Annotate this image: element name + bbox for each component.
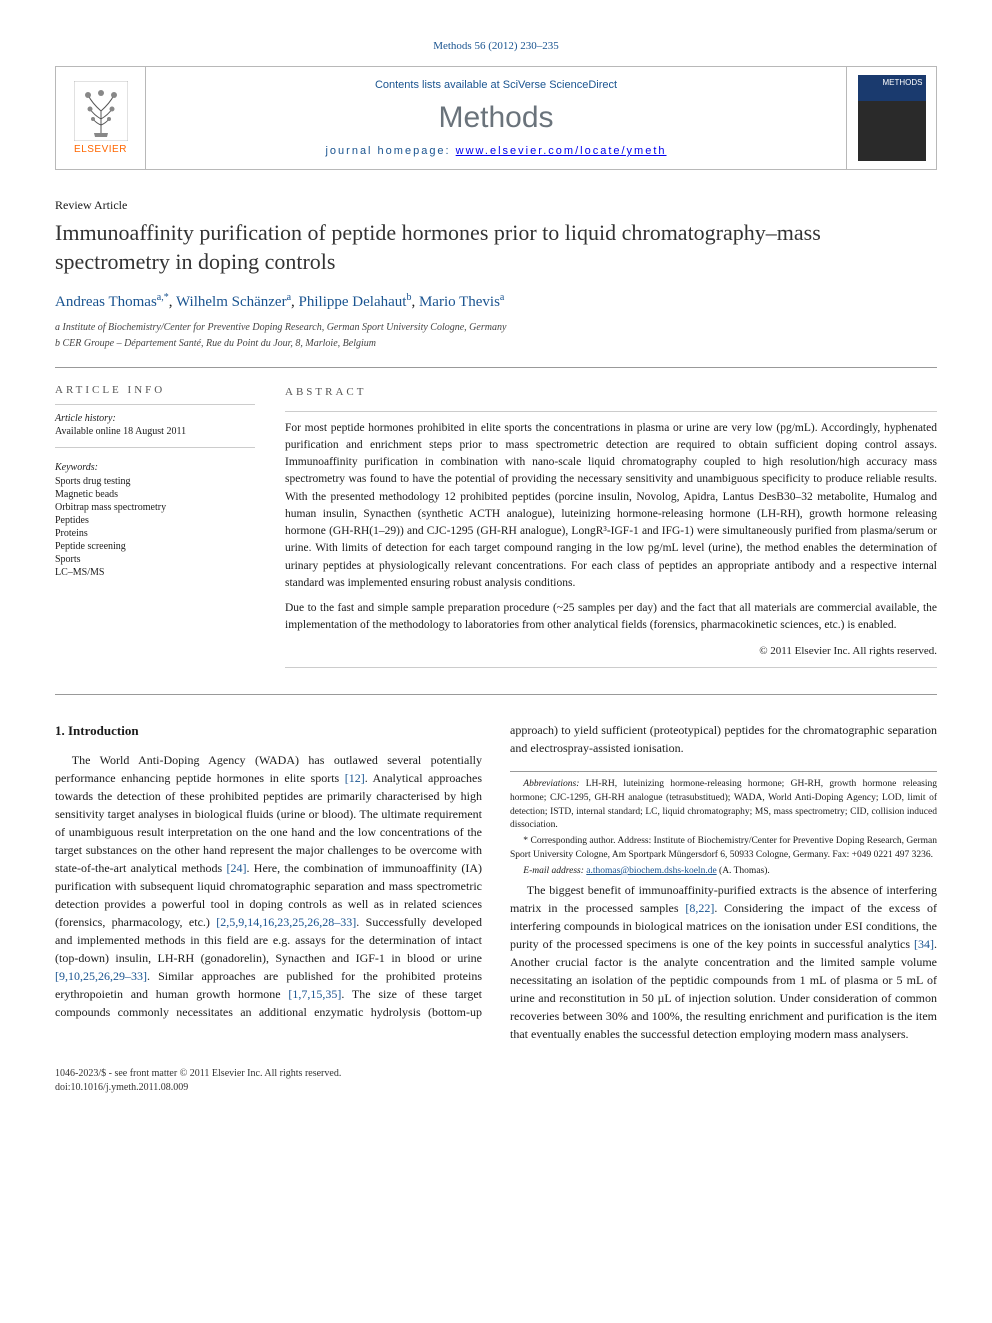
abstract-paragraph: Due to the fast and simple sample prepar… <box>285 600 937 635</box>
keyword: Magnetic beads <box>55 489 255 500</box>
corresponding-email-link[interactable]: a.thomas@biochem.dshs-koeln.de <box>586 866 716 876</box>
divider <box>55 447 255 448</box>
contents-prefix: Contents lists available at <box>375 79 503 91</box>
sciencedirect-link[interactable]: SciVerse ScienceDirect <box>503 79 617 91</box>
publisher-header: ELSEVIER Contents lists available at Sci… <box>55 66 937 170</box>
footnotes: Abbreviations: LH-RH, luteinizing hormon… <box>510 771 937 878</box>
abstract-heading: abstract <box>285 384 937 401</box>
affiliation-b: b CER Groupe – Département Santé, Rue du… <box>55 337 937 351</box>
citation-ref[interactable]: [34] <box>914 937 934 951</box>
keyword: LC–MS/MS <box>55 567 255 578</box>
email-who: (A. Thomas). <box>717 866 770 876</box>
cover-title: METHODS <box>861 78 923 87</box>
email-footnote: E-mail address: a.thomas@biochem.dshs-ko… <box>510 865 937 879</box>
citation-ref[interactable]: [8,22] <box>685 901 714 915</box>
author-affil-sup: a <box>500 292 504 303</box>
author-affil-sup: b <box>406 292 411 303</box>
article-type: Review Article <box>55 198 937 213</box>
front-matter-line: 1046-2023/$ - see front matter © 2011 El… <box>55 1067 937 1081</box>
article-title: Immunoaffinity purification of peptide h… <box>55 219 937 276</box>
divider <box>55 694 937 695</box>
author-link[interactable]: Philippe Delahaut <box>299 294 407 310</box>
author-link[interactable]: Wilhelm Schänzer <box>176 294 287 310</box>
keyword: Peptide screening <box>55 541 255 552</box>
publisher-mid: Contents lists available at SciVerse Sci… <box>146 67 846 169</box>
affiliation-a: a Institute of Biochemistry/Center for P… <box>55 321 937 335</box>
divider <box>285 411 937 412</box>
journal-name: Methods <box>154 101 838 135</box>
journal-homepage-link[interactable]: www.elsevier.com/locate/ymeth <box>456 145 667 157</box>
citation-ref[interactable]: [24] <box>227 861 247 875</box>
journal-cover-thumb: METHODS <box>858 75 926 161</box>
corresponding-author-footnote: * Corresponding author. Address: Institu… <box>510 835 937 863</box>
article-info-col: article info Article history: Available … <box>55 384 255 668</box>
abbrev-label: Abbreviations: <box>523 779 579 789</box>
keyword: Sports <box>55 554 255 565</box>
citation-ref[interactable]: [1,7,15,35] <box>288 987 341 1001</box>
keyword: Orbitrap mass spectrometry <box>55 502 255 513</box>
history-heading: Article history: <box>55 413 255 424</box>
keyword: Peptides <box>55 515 255 526</box>
publisher-logo-cell: ELSEVIER <box>56 67 146 169</box>
keywords-heading: Keywords: <box>55 462 255 473</box>
section-number: 1. <box>55 723 65 738</box>
elsevier-logo: ELSEVIER <box>66 78 136 158</box>
elsevier-tree-icon <box>74 81 128 141</box>
cover-cell: METHODS <box>846 67 936 169</box>
citation-ref[interactable]: [12] <box>345 771 365 785</box>
body-paragraph: The biggest benefit of immunoaffinity-pu… <box>510 881 937 1043</box>
copyright-line: © 2011 Elsevier Inc. All rights reserved… <box>285 643 937 660</box>
section-heading: 1. Introduction <box>55 721 482 741</box>
elsevier-wordmark: ELSEVIER <box>74 144 127 155</box>
author-link[interactable]: Mario Thevis <box>419 294 500 310</box>
body-text: . Another crucial factor is the analyte … <box>510 937 937 1041</box>
divider <box>285 667 937 668</box>
email-label: E-mail address: <box>523 866 584 876</box>
keyword: Sports drug testing <box>55 476 255 487</box>
author-link[interactable]: Andreas Thomas <box>55 294 157 310</box>
article-info-heading: article info <box>55 384 255 396</box>
citation-ref[interactable]: [2,5,9,14,16,23,25,26,28–33] <box>216 915 356 929</box>
body-text: . Analytical approaches towards the dete… <box>55 771 482 875</box>
citation-line: Methods 56 (2012) 230–235 <box>55 40 937 52</box>
info-abstract-row: article info Article history: Available … <box>55 384 937 668</box>
abbreviations-footnote: Abbreviations: LH-RH, luteinizing hormon… <box>510 778 937 833</box>
citation-ref[interactable]: [9,10,25,26,29–33] <box>55 969 147 983</box>
keyword: Proteins <box>55 528 255 539</box>
contents-available-line: Contents lists available at SciVerse Sci… <box>154 79 838 91</box>
author-affil-sup: a,* <box>157 292 169 303</box>
divider <box>55 367 937 368</box>
doi-line: doi:10.1016/j.ymeth.2011.08.009 <box>55 1081 937 1095</box>
abstract-paragraph: For most peptide hormones prohibited in … <box>285 420 937 593</box>
page: Methods 56 (2012) 230–235 ELSEVIER Conte… <box>0 0 992 1135</box>
divider <box>55 404 255 405</box>
corr-label: * Corresponding author. Address: <box>523 836 651 846</box>
homepage-prefix: journal homepage: <box>325 145 455 157</box>
history-line: Available online 18 August 2011 <box>55 426 255 437</box>
author-affil-sup: a <box>287 292 291 303</box>
authors-line: Andreas Thomasa,*, Wilhelm Schänzera, Ph… <box>55 292 937 311</box>
section-title: Introduction <box>68 723 139 738</box>
body-columns: 1. Introduction The World Anti-Doping Ag… <box>55 721 937 1042</box>
bottom-meta: 1046-2023/$ - see front matter © 2011 El… <box>55 1067 937 1095</box>
journal-homepage-line: journal homepage: www.elsevier.com/locat… <box>154 145 838 157</box>
abstract-col: abstract For most peptide hormones prohi… <box>285 384 937 668</box>
